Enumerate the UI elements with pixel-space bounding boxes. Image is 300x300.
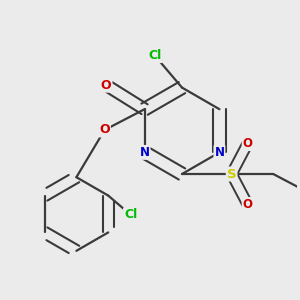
Text: O: O: [99, 124, 110, 136]
Text: O: O: [101, 79, 112, 92]
Text: S: S: [227, 167, 236, 181]
Text: Cl: Cl: [124, 208, 137, 221]
Text: Cl: Cl: [148, 49, 161, 62]
Text: N: N: [140, 146, 150, 159]
Text: O: O: [243, 137, 253, 150]
Text: O: O: [243, 198, 253, 211]
Text: N: N: [214, 146, 224, 159]
